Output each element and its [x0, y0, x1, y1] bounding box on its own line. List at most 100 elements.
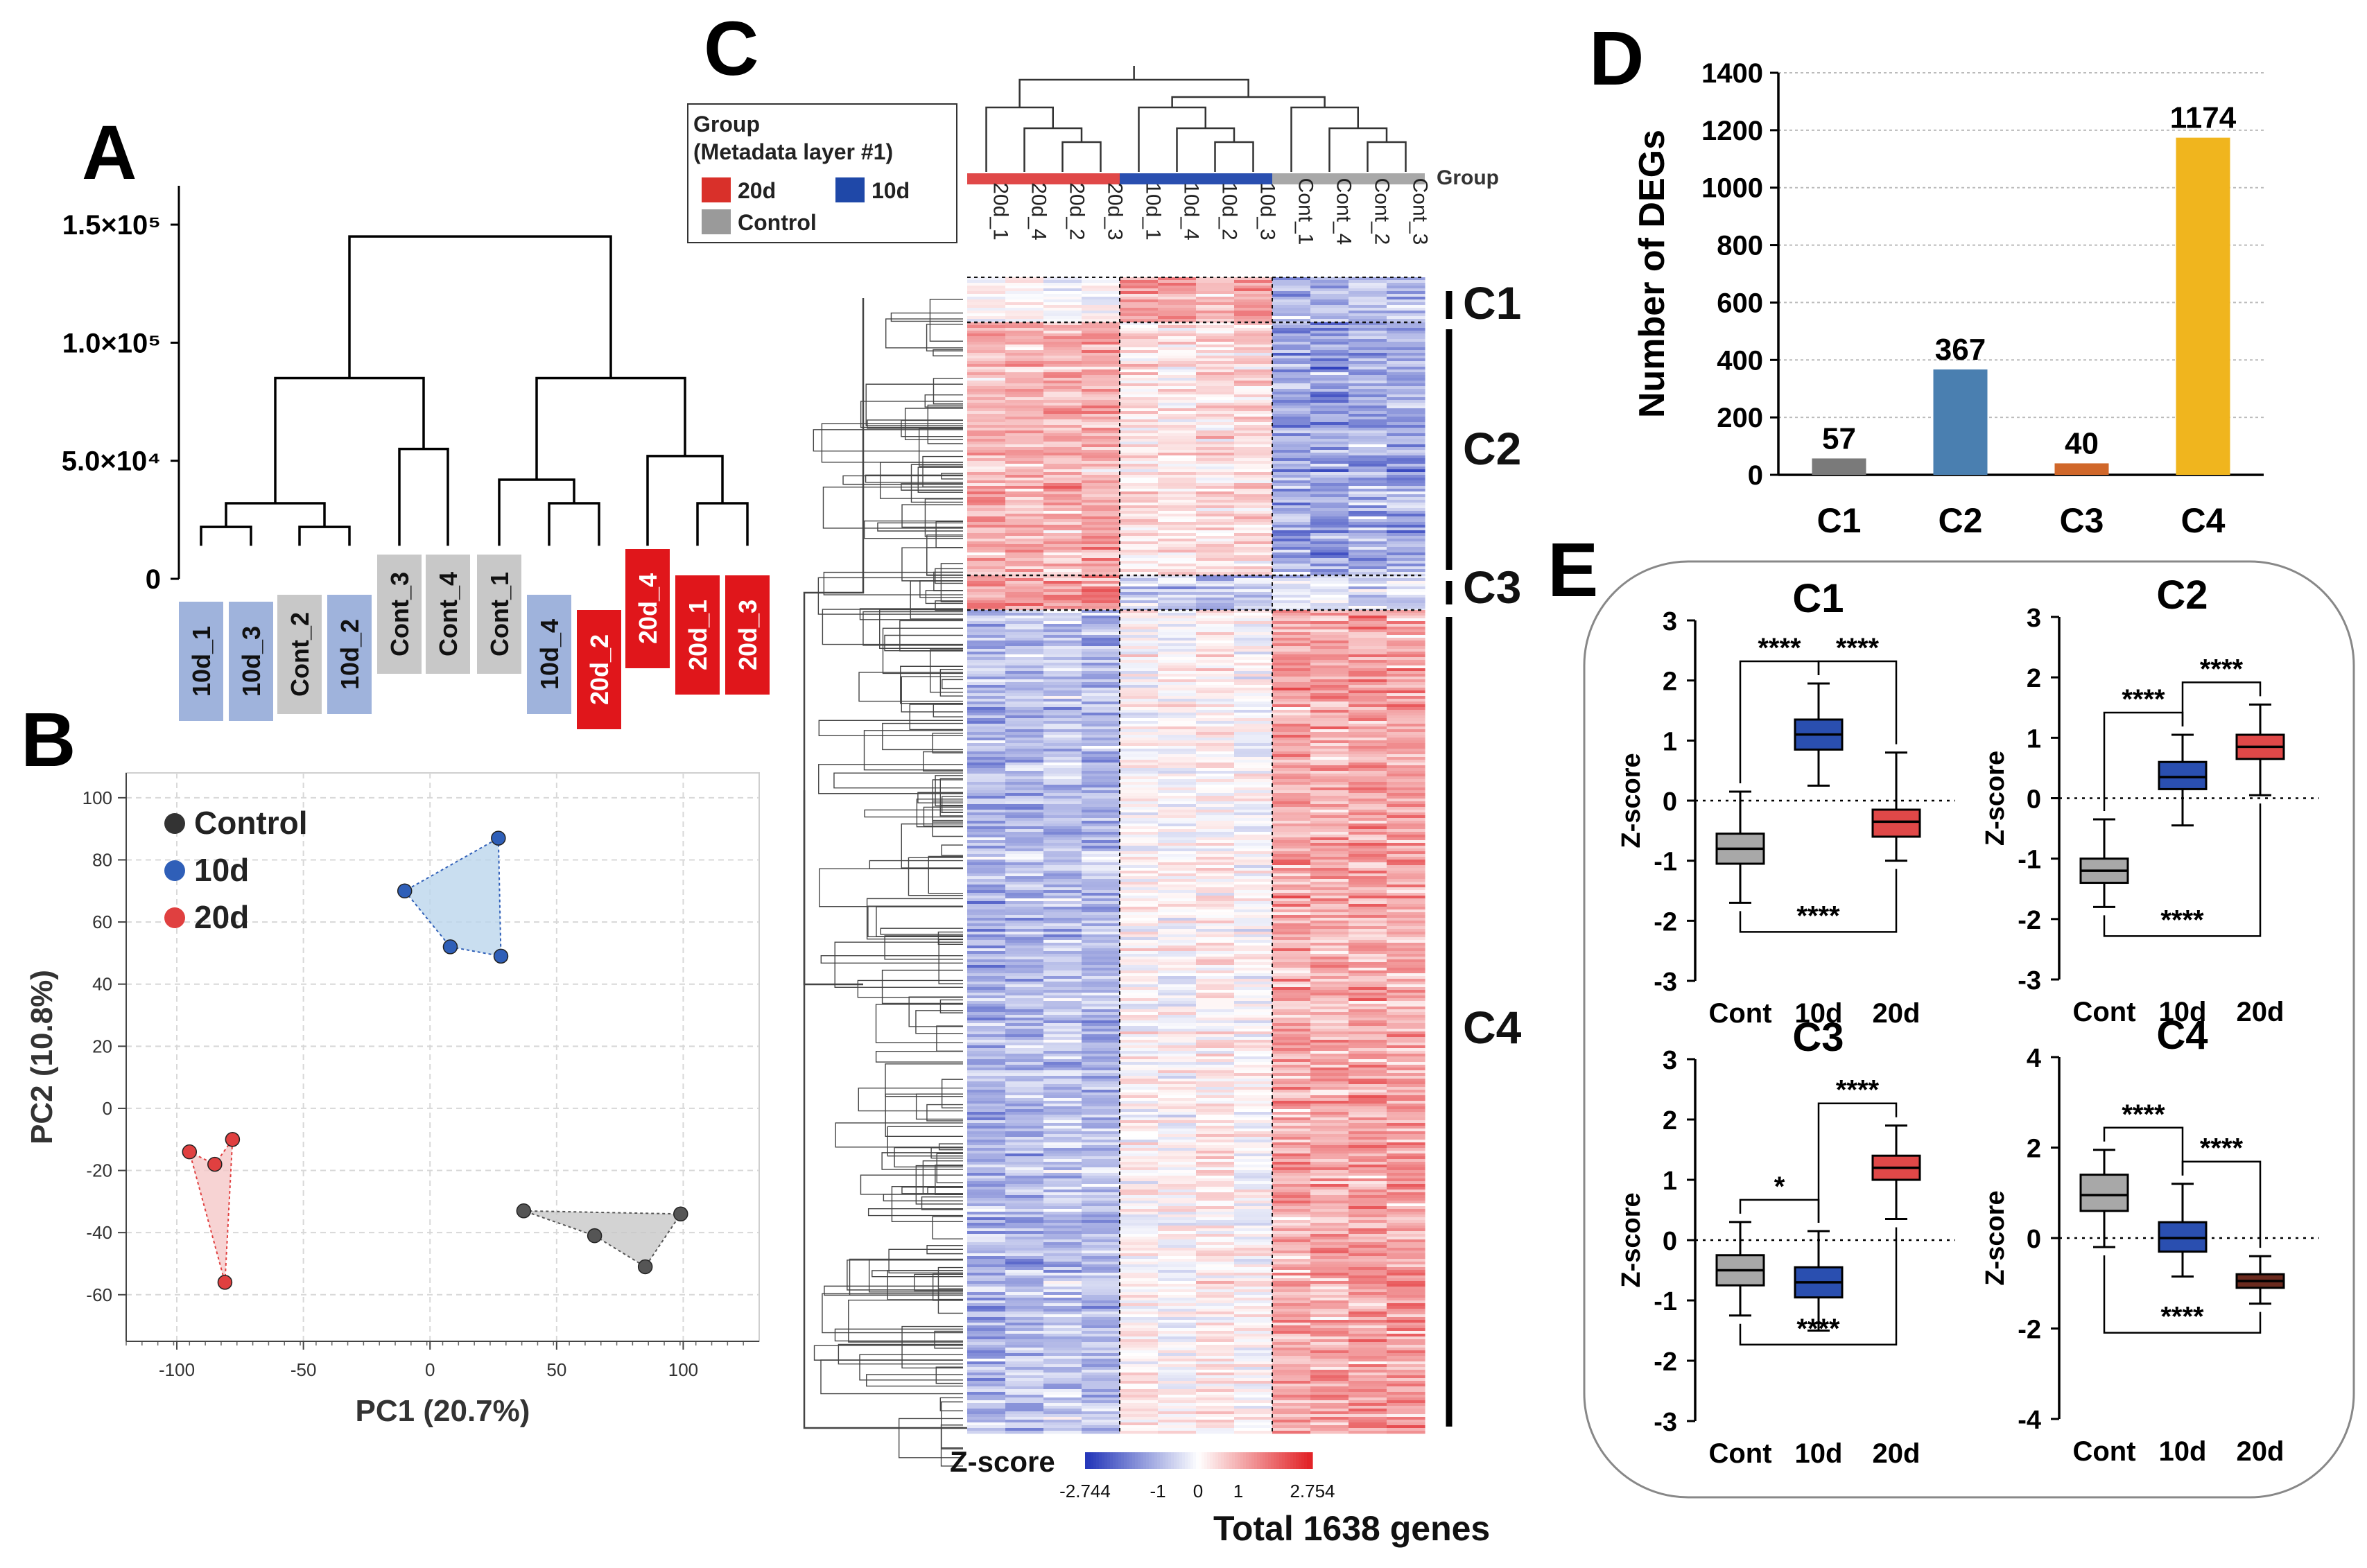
heatmap-cell [1310, 1073, 1349, 1077]
heatmap-cell [1272, 1023, 1311, 1027]
heatmap-cell [1387, 1076, 1425, 1079]
heatmap-cell [1310, 480, 1349, 484]
heatmap-cell [1043, 1065, 1082, 1068]
heatmap-cell [1387, 1320, 1425, 1323]
heatmap-cell [1196, 718, 1235, 722]
heatmap-cell [1120, 1123, 1159, 1126]
heatmap-cell [1349, 968, 1387, 971]
heatmap-cell [967, 386, 1006, 390]
heatmap-cell [1196, 1364, 1235, 1368]
heatmap-cell [1234, 369, 1273, 373]
heatmap-cell [1120, 621, 1159, 625]
heatmap-cell [1272, 1184, 1311, 1187]
heatmap-cell [1158, 668, 1197, 672]
column-label: 10d_3 [1256, 182, 1279, 240]
heatmap-cell [967, 926, 1006, 930]
heatmap-cell [1310, 584, 1349, 587]
heatmap-cell [1082, 1328, 1120, 1332]
heatmap-cell [1310, 1001, 1349, 1004]
heatmap-cell [1158, 801, 1197, 805]
heatmap-cell [1082, 857, 1120, 860]
heatmap-cell [1272, 325, 1311, 329]
heatmap-cell [1196, 313, 1235, 317]
heatmap-cell [1349, 1054, 1387, 1057]
heatmap-cell [1272, 494, 1311, 498]
heatmap-cell [1196, 901, 1235, 905]
heatmap-cell [1387, 428, 1425, 431]
heatmap-cell [967, 1020, 1006, 1024]
heatmap-cell [1158, 951, 1197, 955]
heatmap-cell [1310, 533, 1349, 537]
heatmap-cell [1120, 857, 1159, 860]
heatmap-cell [1310, 763, 1349, 766]
heatmap-cell [1272, 1090, 1311, 1093]
heatmap-cell [1387, 743, 1425, 747]
heatmap-cell [1005, 726, 1044, 730]
heatmap-cell [1272, 1068, 1311, 1071]
heatmap-cell [1349, 624, 1387, 627]
heatmap-cell [967, 450, 1006, 453]
heatmap-cell [1158, 1048, 1197, 1052]
heatmap-cell [1082, 624, 1120, 627]
heatmap-cell [1310, 771, 1349, 774]
heatmap-cell [1272, 367, 1311, 370]
heatmap-cell [1310, 408, 1349, 412]
heatmap-cell [1082, 1165, 1120, 1168]
heatmap-cell [1005, 486, 1044, 489]
heatmap-cell [967, 508, 1006, 512]
heatmap-cell [967, 1134, 1006, 1138]
heatmap-cell [1120, 572, 1159, 575]
heatmap-cell [1043, 690, 1082, 694]
heatmap-cell [1349, 821, 1387, 824]
heatmap-cell [1387, 740, 1425, 744]
heatmap-cell [1196, 497, 1235, 500]
heatmap-cell [1234, 305, 1273, 308]
heatmap-cell [1082, 865, 1120, 869]
heatmap-cell [1196, 417, 1235, 420]
heatmap-cell [1272, 453, 1311, 456]
heatmap-cell [1120, 1239, 1159, 1243]
heatmap-cell [1043, 915, 1082, 918]
heatmap-cell [1082, 771, 1120, 774]
heatmap-cell [1196, 948, 1235, 952]
heatmap-cell [1158, 1242, 1197, 1246]
heatmap-cell [1387, 1373, 1425, 1376]
heatmap-cell [1234, 500, 1273, 503]
heatmap-cell [1272, 514, 1311, 517]
heatmap-cell [1158, 824, 1197, 827]
heatmap-cell [1272, 1015, 1311, 1018]
heatmap-cell [1196, 1023, 1235, 1027]
heatmap-cell [1234, 854, 1273, 857]
heatmap-cell [1082, 1040, 1120, 1043]
heatmap-cell [967, 1375, 1006, 1379]
heatmap-cell [1272, 751, 1311, 755]
heatmap-cell [1082, 862, 1120, 866]
heatmap-cell [1120, 912, 1159, 916]
heatmap-cell [1234, 943, 1273, 946]
heatmap-cell [1043, 1018, 1082, 1021]
heatmap-cell [1196, 578, 1235, 582]
heatmap-cell [1082, 277, 1120, 281]
heatmap-cell [1196, 1101, 1235, 1104]
heatmap-cell [1196, 998, 1235, 1002]
heatmap-cell [1196, 544, 1235, 548]
heatmap-cell [1272, 1242, 1311, 1246]
heatmap-cell [1082, 1178, 1120, 1182]
heatmap-cell [1310, 787, 1349, 791]
heatmap-cell [1158, 347, 1197, 351]
heatmap-cell [1387, 1079, 1425, 1082]
heatmap-cell [1120, 1162, 1159, 1165]
heatmap-cell [1234, 1098, 1273, 1101]
heatmap-cell [1120, 400, 1159, 403]
heatmap-cell [1349, 774, 1387, 777]
legend-swatch [702, 177, 731, 202]
heatmap-cell [1120, 595, 1159, 598]
heatmap-cell [1120, 1151, 1159, 1154]
heatmap-cell [1120, 629, 1159, 633]
heatmap-cell [1005, 613, 1044, 616]
heatmap-cell [1234, 799, 1273, 802]
heatmap-cell [1120, 1145, 1159, 1149]
heatmap-cell [1234, 584, 1273, 587]
heatmap-cell [1005, 552, 1044, 556]
heatmap-cell [1005, 541, 1044, 545]
